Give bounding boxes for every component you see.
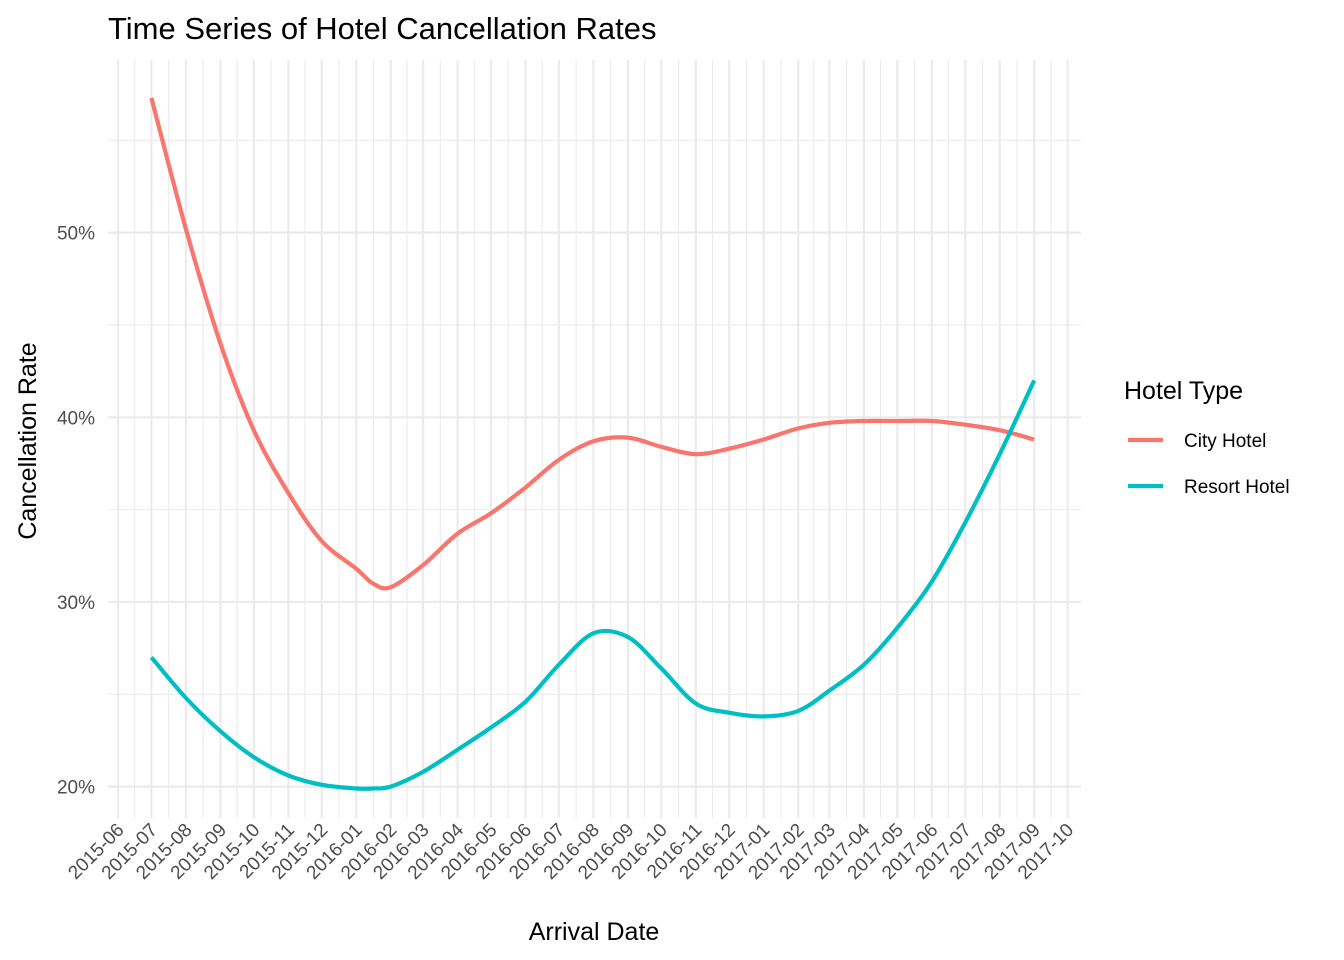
legend-item-city-hotel: City Hotel (1128, 431, 1266, 452)
x-axis-title: Arrival Date (529, 918, 660, 946)
legend-items: City Hotel Resort Hotel (1128, 431, 1290, 498)
legend: Hotel Type City Hotel Resort Hotel (1124, 377, 1290, 498)
legend-item-resort-hotel: Resort Hotel (1128, 477, 1290, 498)
series-line-city-hotel (149, 97, 1035, 591)
legend-title: Hotel Type (1124, 377, 1243, 405)
grid-lines (108, 60, 1081, 818)
y-axis-title: Cancellation Rate (14, 342, 42, 539)
y-axis-ticks: 20% 30% 40% 50% (57, 224, 95, 799)
series-lines (149, 97, 1037, 791)
chart-title: Time Series of Hotel Cancellation Rates (108, 11, 656, 46)
series-line-resort-hotel (149, 379, 1037, 791)
legend-label-resort-hotel: Resort Hotel (1184, 477, 1290, 498)
y-tick-label: 40% (57, 408, 95, 429)
x-axis-ticks: 2015-062015-072015-082015-092015-102015-… (64, 819, 1078, 883)
y-tick-label: 20% (57, 778, 95, 799)
y-tick-label: 30% (57, 593, 95, 614)
legend-label-city-hotel: City Hotel (1184, 431, 1266, 452)
y-tick-label: 50% (57, 224, 95, 245)
